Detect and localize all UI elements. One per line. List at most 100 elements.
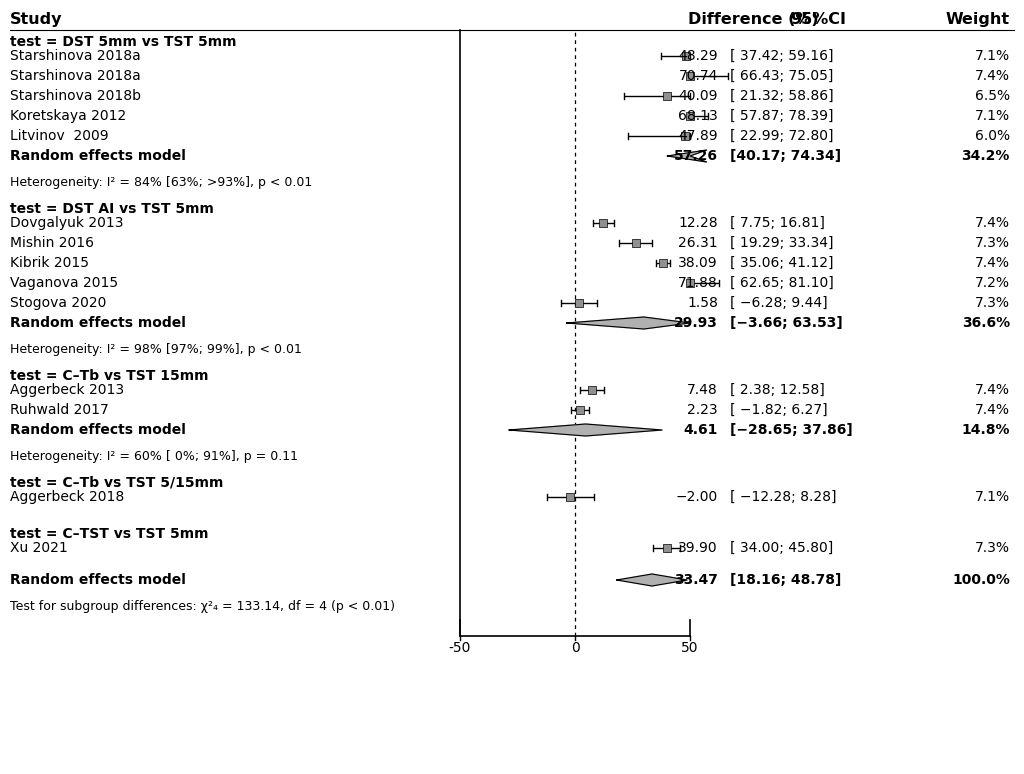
Text: 100.0%: 100.0% [952, 573, 1010, 587]
Text: 34.2%: 34.2% [962, 149, 1010, 163]
Text: 4.61: 4.61 [684, 423, 718, 437]
Text: test = DST AI vs TST 5mm: test = DST AI vs TST 5mm [10, 202, 214, 216]
Text: 38.09: 38.09 [678, 256, 718, 270]
Text: [ 57.87; 78.39]: [ 57.87; 78.39] [730, 109, 834, 123]
Point [654, 257, 671, 269]
Text: [ 19.29; 33.34]: [ 19.29; 33.34] [730, 236, 834, 250]
Text: [−3.66; 63.53]: [−3.66; 63.53] [730, 316, 843, 330]
Text: 14.8%: 14.8% [962, 423, 1010, 437]
Text: Starshinova 2018a: Starshinova 2018a [10, 49, 140, 63]
Text: [−28.65; 37.86]: [−28.65; 37.86] [730, 423, 853, 437]
Text: test = C–Tb vs TST 5/15mm: test = C–Tb vs TST 5/15mm [10, 476, 223, 490]
Text: Kibrik 2015: Kibrik 2015 [10, 256, 89, 270]
Text: [ 7.75; 16.81]: [ 7.75; 16.81] [730, 216, 825, 230]
Text: 6.0%: 6.0% [975, 129, 1010, 143]
Text: Koretskaya 2012: Koretskaya 2012 [10, 109, 126, 123]
Text: Vaganova 2015: Vaganova 2015 [10, 276, 118, 290]
Text: Xu 2021: Xu 2021 [10, 541, 68, 555]
Text: 7.4%: 7.4% [975, 256, 1010, 270]
Text: 12.28: 12.28 [678, 216, 718, 230]
Text: Random effects model: Random effects model [10, 573, 186, 587]
Text: [ −1.82; 6.27]: [ −1.82; 6.27] [730, 403, 827, 417]
Text: 6.5%: 6.5% [975, 89, 1010, 103]
Text: 48.29: 48.29 [678, 49, 718, 63]
Point [658, 542, 675, 554]
Point [682, 110, 698, 122]
Text: Random effects model: Random effects model [10, 149, 186, 163]
Text: −2.00: −2.00 [676, 490, 718, 504]
Text: [ 2.38; 12.58]: [ 2.38; 12.58] [730, 383, 824, 397]
Point [572, 404, 589, 416]
Text: Weight: Weight [946, 12, 1010, 27]
Text: Ruhwald 2017: Ruhwald 2017 [10, 403, 109, 417]
Text: [ 62.65; 81.10]: [ 62.65; 81.10] [730, 276, 834, 290]
Text: 29.93: 29.93 [674, 316, 718, 330]
Point [659, 90, 676, 102]
Text: [ −6.28; 9.44]: [ −6.28; 9.44] [730, 296, 827, 310]
Point [682, 277, 698, 289]
Text: test = C–Tb vs TST 15mm: test = C–Tb vs TST 15mm [10, 369, 209, 383]
Text: 7.48: 7.48 [687, 383, 718, 397]
Text: 33.47: 33.47 [674, 573, 718, 587]
Text: 1.58: 1.58 [687, 296, 718, 310]
Text: 70.74: 70.74 [679, 69, 718, 83]
Text: 95%CI: 95%CI [790, 12, 846, 27]
Text: [ 22.99; 72.80]: [ 22.99; 72.80] [730, 129, 834, 143]
Text: 36.6%: 36.6% [962, 316, 1010, 330]
Text: Random effects model: Random effects model [10, 423, 186, 437]
Text: 2.23: 2.23 [687, 403, 718, 417]
Text: Aggerbeck 2013: Aggerbeck 2013 [10, 383, 124, 397]
Text: Random effects model: Random effects model [10, 316, 186, 330]
Text: 26.31: 26.31 [678, 236, 718, 250]
Text: 7.4%: 7.4% [975, 403, 1010, 417]
Text: Test for subgroup differences: χ²₄ = 133.14, df = 4 (p < 0.01): Test for subgroup differences: χ²₄ = 133… [10, 600, 395, 613]
Text: Heterogeneity: I² = 84% [63%; >93%], p < 0.01: Heterogeneity: I² = 84% [63%; >93%], p <… [10, 176, 312, 189]
Text: test = DST 5mm vs TST 5mm: test = DST 5mm vs TST 5mm [10, 35, 237, 49]
Text: [ −12.28; 8.28]: [ −12.28; 8.28] [730, 490, 837, 504]
Text: [ 21.32; 58.86]: [ 21.32; 58.86] [730, 89, 834, 103]
Text: 7.1%: 7.1% [975, 490, 1010, 504]
Text: 7.4%: 7.4% [975, 69, 1010, 83]
Polygon shape [616, 574, 687, 586]
Text: 39.90: 39.90 [678, 541, 718, 555]
Text: 0: 0 [570, 641, 580, 655]
Text: 71.88: 71.88 [678, 276, 718, 290]
Text: Aggerbeck 2018: Aggerbeck 2018 [10, 490, 124, 504]
Point [570, 296, 587, 309]
Point [628, 237, 644, 249]
Polygon shape [668, 150, 707, 162]
Polygon shape [566, 317, 690, 329]
Text: 7.4%: 7.4% [975, 383, 1010, 397]
Text: Stogova 2020: Stogova 2020 [10, 296, 106, 310]
Text: 7.1%: 7.1% [975, 109, 1010, 123]
Text: [18.16; 48.78]: [18.16; 48.78] [730, 573, 842, 587]
Text: Difference (%): Difference (%) [688, 12, 818, 27]
Point [682, 70, 698, 82]
Text: Litvinov  2009: Litvinov 2009 [10, 129, 109, 143]
Text: Heterogeneity: I² = 60% [ 0%; 91%], p = 0.11: Heterogeneity: I² = 60% [ 0%; 91%], p = … [10, 450, 298, 463]
Text: 7.2%: 7.2% [975, 276, 1010, 290]
Point [677, 130, 693, 142]
Polygon shape [509, 424, 663, 436]
Text: 7.3%: 7.3% [975, 541, 1010, 555]
Point [678, 50, 694, 62]
Text: 40.09: 40.09 [679, 89, 718, 103]
Text: -50: -50 [449, 641, 471, 655]
Text: [ 34.00; 45.80]: [ 34.00; 45.80] [730, 541, 834, 555]
Text: test = C–TST vs TST 5mm: test = C–TST vs TST 5mm [10, 527, 209, 541]
Text: Starshinova 2018b: Starshinova 2018b [10, 89, 141, 103]
Point [562, 491, 579, 503]
Text: 7.4%: 7.4% [975, 216, 1010, 230]
Text: 50: 50 [681, 641, 698, 655]
Text: [ 37.42; 59.16]: [ 37.42; 59.16] [730, 49, 834, 63]
Text: 68.13: 68.13 [678, 109, 718, 123]
Text: [ 35.06; 41.12]: [ 35.06; 41.12] [730, 256, 834, 270]
Text: Dovgalyuk 2013: Dovgalyuk 2013 [10, 216, 124, 230]
Text: [40.17; 74.34]: [40.17; 74.34] [730, 149, 841, 163]
Text: [ 66.43; 75.05]: [ 66.43; 75.05] [730, 69, 834, 83]
Text: 47.89: 47.89 [678, 129, 718, 143]
Point [595, 217, 611, 229]
Point [584, 384, 600, 396]
Text: 7.3%: 7.3% [975, 236, 1010, 250]
Text: Heterogeneity: I² = 98% [97%; 99%], p < 0.01: Heterogeneity: I² = 98% [97%; 99%], p < … [10, 343, 302, 356]
